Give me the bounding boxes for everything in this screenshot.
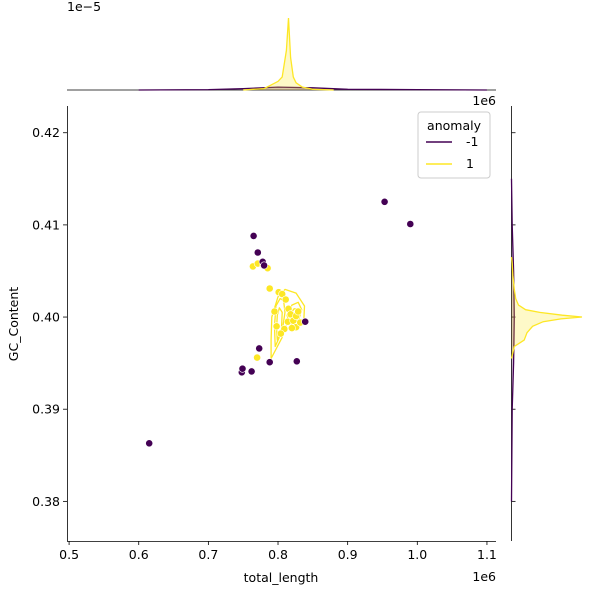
scatter-point bbox=[253, 353, 261, 362]
scatter-point bbox=[238, 364, 247, 373]
main-axes: 0.5 0.6 0.7 0.8 0.9 1.0 1.1 0.38 0.39 0.40 0.41 0.… bbox=[6, 93, 497, 585]
top-marginal-density-line bbox=[243, 17, 334, 91]
legend-entry-label: 1 bbox=[466, 156, 474, 171]
scatter-point bbox=[406, 220, 415, 228]
right-marginal-density bbox=[510, 106, 583, 541]
scatter-point bbox=[249, 231, 258, 240]
scatter-point bbox=[278, 290, 287, 298]
scatter-point bbox=[265, 358, 274, 367]
legend: anomaly -1 1 bbox=[417, 111, 491, 179]
scatter-point bbox=[145, 439, 154, 448]
scatter-point bbox=[253, 248, 262, 257]
top-marginal-density: 1e−5 bbox=[67, 0, 496, 91]
y-tick-label: 0.38 bbox=[32, 494, 60, 509]
scatter-point bbox=[380, 197, 389, 206]
scatter-point bbox=[260, 261, 268, 270]
legend-title: anomaly bbox=[427, 118, 482, 133]
y-axis-offset-label: 1e6 bbox=[472, 93, 496, 108]
scatter-point bbox=[294, 307, 303, 316]
y-tick-label: 0.39 bbox=[32, 402, 60, 417]
scatter-point bbox=[292, 357, 301, 366]
y-axis-label: GC_Content bbox=[6, 287, 21, 361]
x-axis-offset-label: 1e6 bbox=[472, 569, 496, 584]
top-marginal-density-line bbox=[138, 86, 487, 91]
top-marginal-density-fill bbox=[243, 18, 334, 90]
right-marginal-density-line bbox=[510, 257, 583, 359]
scatter-point bbox=[272, 322, 281, 331]
x-tick-label: 0.5 bbox=[59, 547, 79, 562]
x-tick-label: 1.0 bbox=[407, 547, 427, 562]
x-tick-label: 0.6 bbox=[129, 547, 149, 562]
scatter-point bbox=[301, 317, 310, 326]
legend-box bbox=[417, 111, 491, 179]
y-tick-label: 0.41 bbox=[32, 217, 60, 232]
right-marginal-density-line bbox=[510, 178, 515, 502]
x-tick-label: 1.1 bbox=[477, 547, 497, 562]
scatter-point bbox=[287, 324, 296, 332]
scatter-point bbox=[270, 307, 279, 316]
legend-entry-label: -1 bbox=[466, 134, 478, 149]
scatter-point bbox=[276, 329, 285, 338]
x-tick-label: 0.8 bbox=[268, 547, 288, 562]
x-tick-label: 0.9 bbox=[338, 547, 358, 562]
top-marginal-offset-label: 1e−5 bbox=[67, 0, 101, 14]
scatter-point bbox=[281, 295, 290, 304]
x-tick-label: 0.7 bbox=[198, 547, 218, 562]
y-tick-label: 0.42 bbox=[32, 125, 60, 140]
scatter-point bbox=[255, 344, 264, 353]
x-axis-label: total_length bbox=[244, 570, 319, 585]
scatter-point bbox=[247, 367, 256, 376]
scatter-point bbox=[265, 284, 274, 293]
y-tick-label: 0.40 bbox=[32, 310, 60, 325]
